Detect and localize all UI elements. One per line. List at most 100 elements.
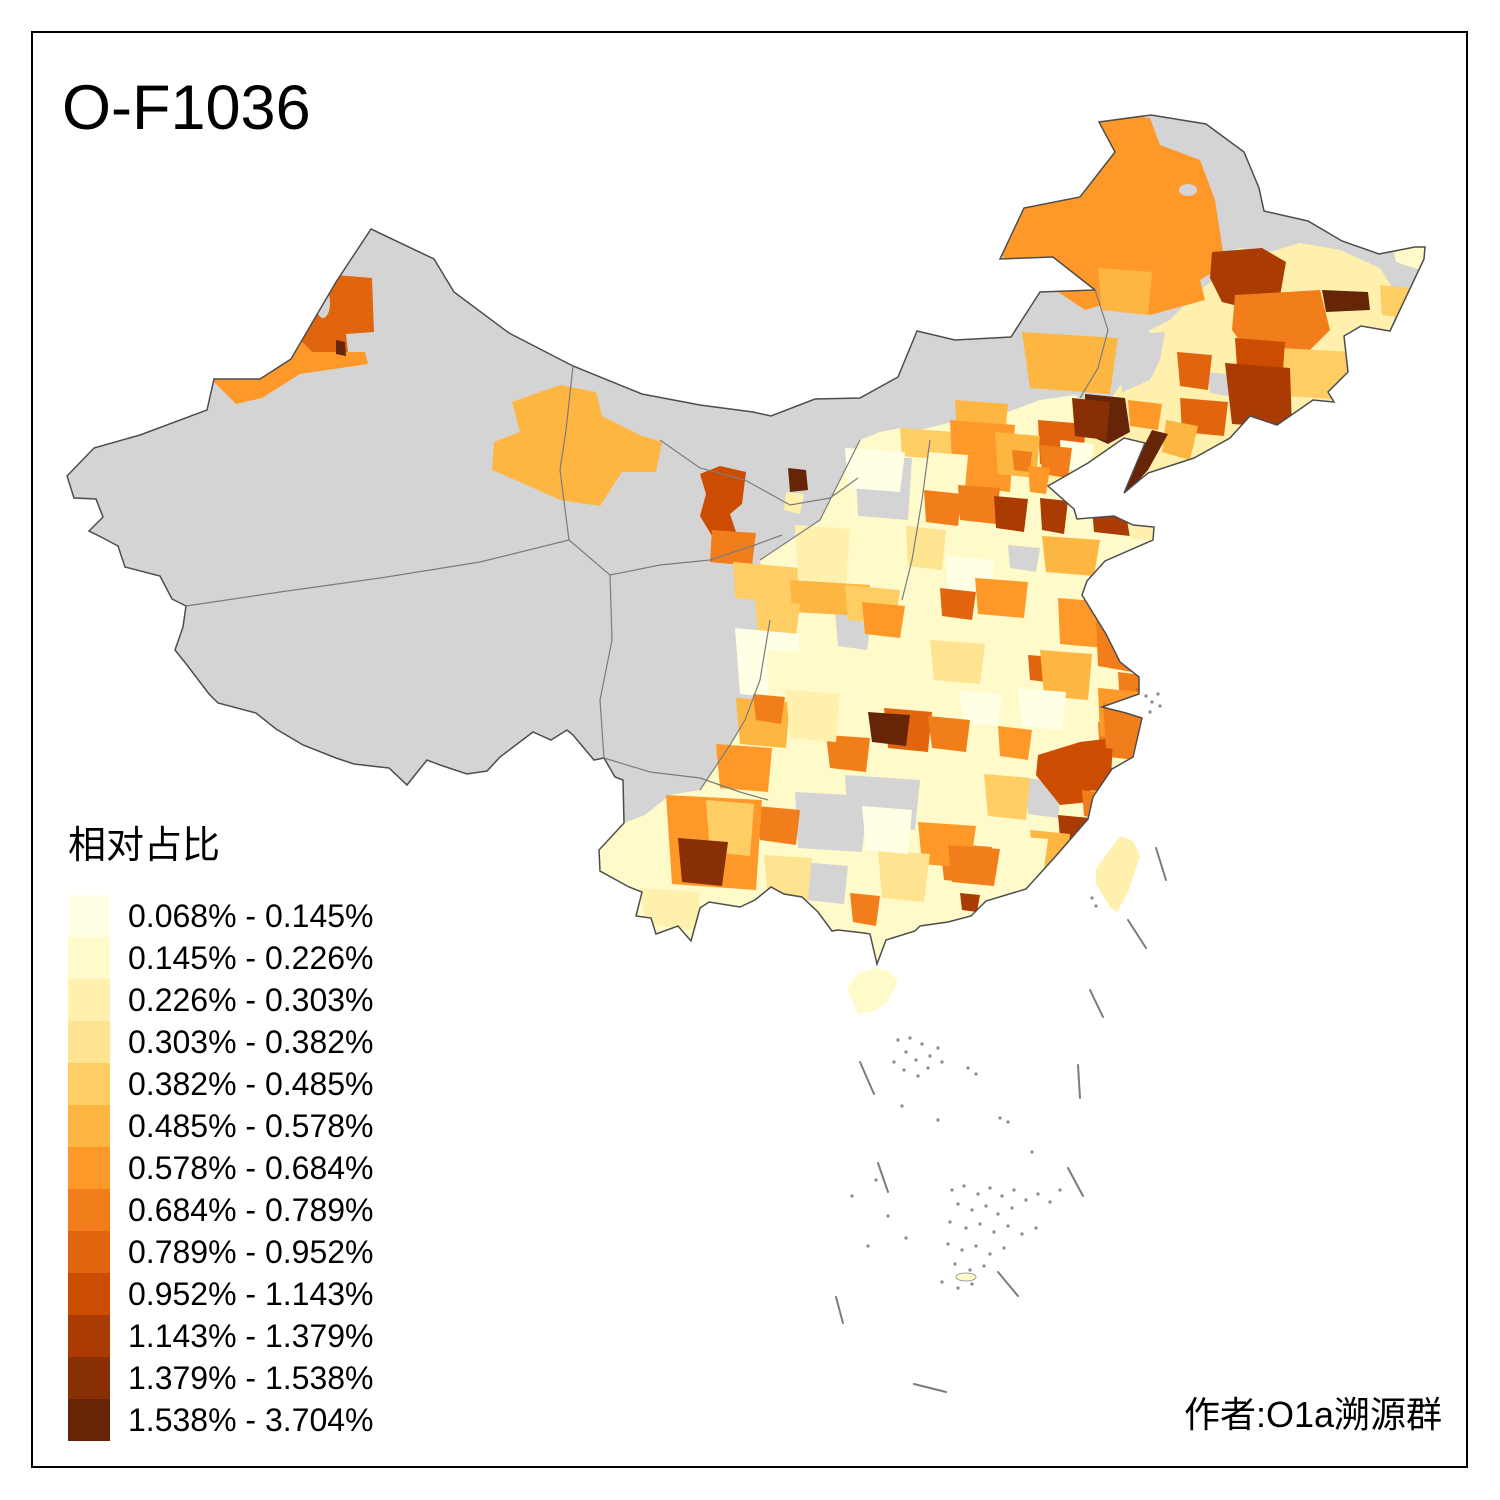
legend-label: 0.684% - 0.789% <box>128 1191 374 1228</box>
map-region <box>960 893 980 912</box>
map-region <box>1072 398 1110 440</box>
map-region <box>795 525 850 585</box>
map-region <box>1092 506 1134 536</box>
legend-item: 0.485% - 0.578% <box>68 1105 374 1147</box>
legend-swatch <box>68 1105 110 1147</box>
hainan-island <box>847 968 898 1014</box>
map-region <box>1322 290 1370 312</box>
map-region <box>940 588 976 620</box>
map-region <box>900 428 955 460</box>
attribution-text: 作者:O1a溯源群 <box>1183 1394 1442 1435</box>
map-region <box>1018 688 1066 730</box>
map-region <box>862 806 912 854</box>
lake <box>1179 184 1197 196</box>
map-region <box>994 496 1028 532</box>
map-region <box>1126 514 1170 542</box>
map-region <box>1042 536 1100 576</box>
map-region <box>1036 738 1113 805</box>
legend-item: 0.684% - 0.789% <box>68 1189 374 1231</box>
map-region <box>336 340 346 356</box>
map-region <box>784 492 804 514</box>
map-region <box>802 862 848 904</box>
legend-label: 0.789% - 0.952% <box>128 1233 374 1270</box>
legend-swatch <box>68 979 110 1021</box>
map-region <box>960 690 1002 726</box>
map-region <box>878 850 930 902</box>
legend-swatch <box>68 1189 110 1231</box>
legend-label: 1.143% - 1.379% <box>128 1317 374 1354</box>
map-region <box>930 640 985 684</box>
legend-swatch <box>68 1273 110 1315</box>
map-region <box>1177 352 1212 390</box>
legend-item: 0.952% - 1.143% <box>68 1273 374 1315</box>
map-region <box>492 385 662 506</box>
map-region <box>1082 790 1112 820</box>
legend-swatch <box>68 1231 110 1273</box>
map-region <box>924 490 962 526</box>
map-region <box>1208 372 1232 396</box>
map-region <box>1103 703 1150 753</box>
legend-label: 1.538% - 3.704% <box>128 1401 374 1438</box>
legend-label: 0.303% - 0.382% <box>128 1023 374 1060</box>
map-region <box>1162 420 1198 460</box>
legend-swatch <box>68 1399 110 1441</box>
dash-line-segments <box>835 847 1167 1393</box>
map-region <box>1380 285 1412 318</box>
legend-item: 1.379% - 1.538% <box>68 1357 374 1399</box>
legend-label: 0.485% - 0.578% <box>128 1107 374 1144</box>
map-region <box>1225 363 1292 428</box>
map-region <box>1028 466 1050 494</box>
map-region <box>862 602 905 638</box>
map-region <box>710 530 756 566</box>
map-region <box>733 562 800 604</box>
map-region <box>975 578 1028 618</box>
map-region <box>1022 332 1118 394</box>
map-region <box>826 735 870 772</box>
legend-item: 1.538% - 3.704% <box>68 1399 374 1441</box>
map-region <box>958 485 1000 524</box>
legend-item: 0.382% - 0.485% <box>68 1063 374 1105</box>
legend-item: 0.789% - 0.952% <box>68 1231 374 1273</box>
map-region <box>678 838 728 886</box>
legend-swatch <box>68 1021 110 1063</box>
map-title: O-F1036 <box>62 73 311 143</box>
map-region <box>640 888 700 930</box>
south-china-sea-islands <box>850 692 1162 1290</box>
map-region <box>1122 430 1168 492</box>
map-region <box>756 806 800 845</box>
legend-swatch <box>68 1063 110 1105</box>
legend-item: 0.578% - 0.684% <box>68 1147 374 1189</box>
map-region <box>1040 498 1068 534</box>
map-region <box>764 855 812 900</box>
map-region <box>1000 835 1048 884</box>
legend-item: 0.145% - 0.226% <box>68 937 374 979</box>
legend-label: 0.952% - 1.143% <box>128 1275 374 1312</box>
map-region <box>928 452 968 498</box>
map-region <box>788 468 808 492</box>
legend-item: 1.143% - 1.379% <box>68 1315 374 1357</box>
legend-title: 相对占比 <box>68 825 221 867</box>
legend-item: 0.226% - 0.303% <box>68 979 374 1021</box>
province-borders <box>185 289 1109 801</box>
legend-item: 0.068% - 0.145% <box>68 895 374 937</box>
map-region <box>928 716 970 752</box>
map-region <box>1040 650 1092 700</box>
map-region <box>1098 268 1152 315</box>
legend: 相对占比 0.068% - 0.145% 0.145% - 0.226% 0.2… <box>68 814 374 1441</box>
map-region <box>1068 500 1092 518</box>
map-region <box>845 448 905 492</box>
map-region <box>850 893 880 926</box>
legend-label: 0.068% - 0.145% <box>128 897 374 934</box>
legend-swatch <box>68 937 110 979</box>
legend-swatch <box>68 1357 110 1399</box>
map-region <box>1090 790 1125 826</box>
map-region <box>1008 545 1040 572</box>
map-region <box>795 792 868 852</box>
map-region <box>700 466 746 536</box>
map-region <box>998 726 1032 760</box>
map-region <box>868 712 910 746</box>
map-region <box>1128 400 1162 430</box>
legend-swatch <box>68 1315 110 1357</box>
